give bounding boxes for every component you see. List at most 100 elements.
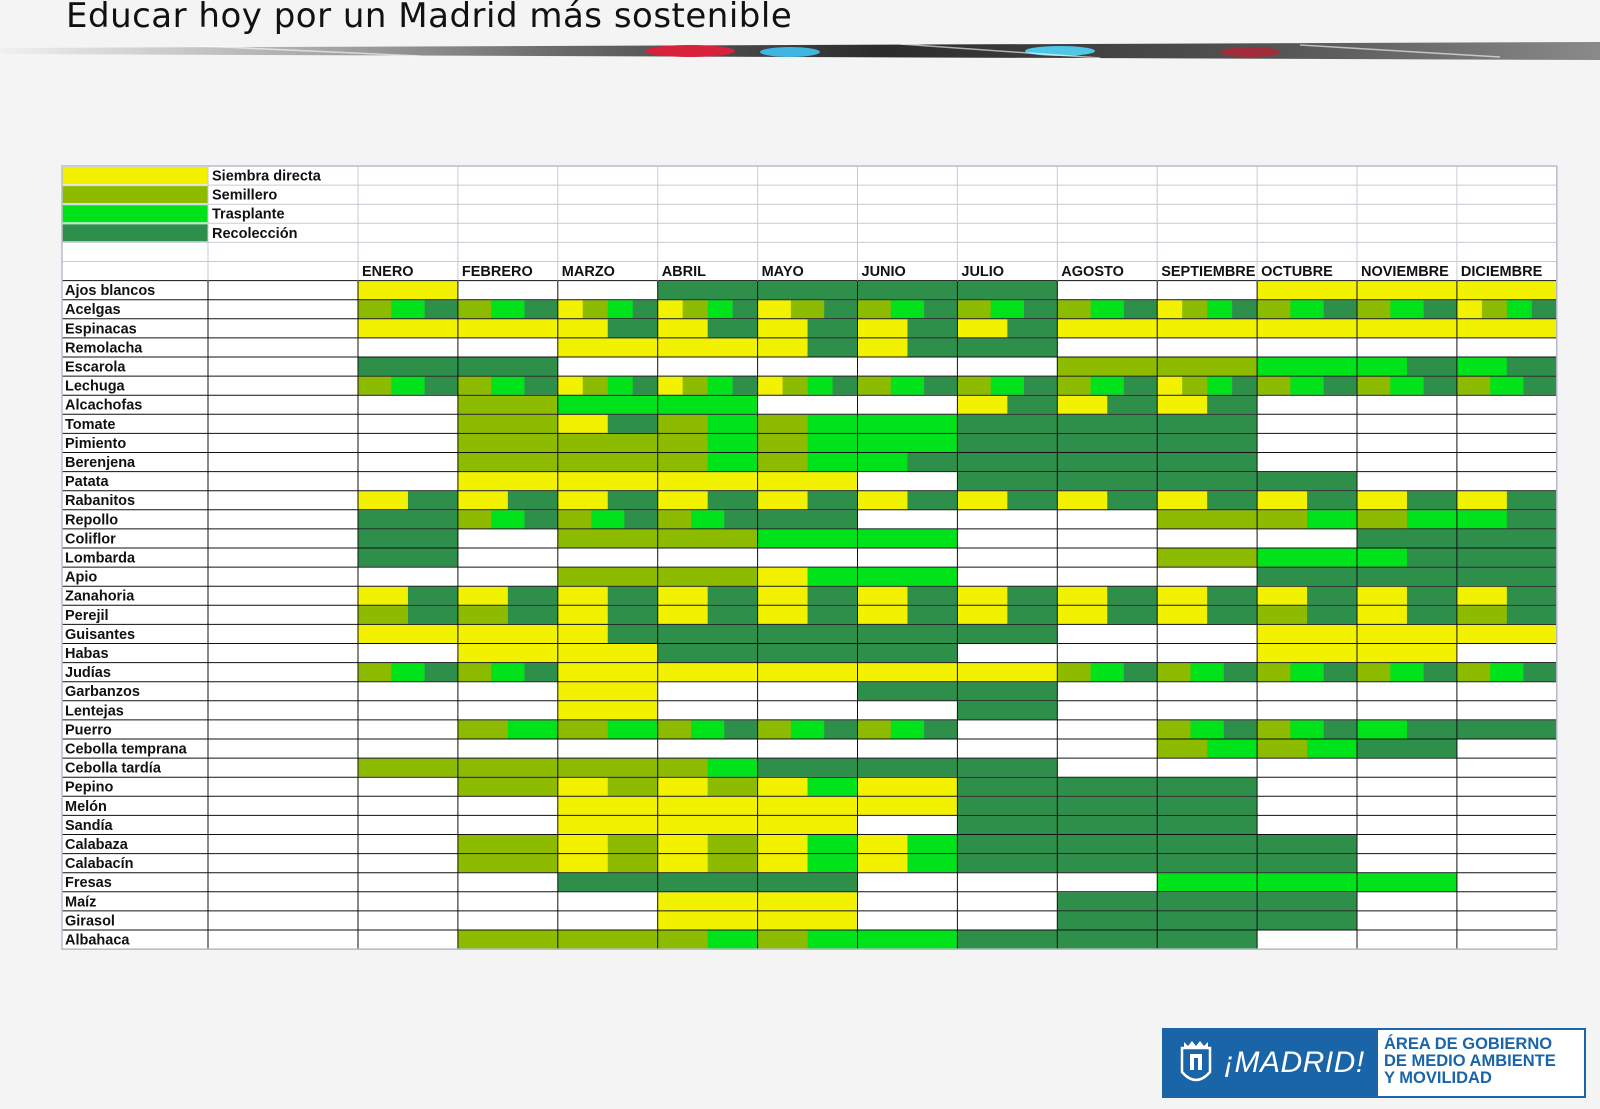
period-cell: [857, 854, 908, 873]
period-cell: [524, 510, 559, 529]
period-cell: [657, 510, 692, 529]
period-cell: [807, 586, 858, 605]
period-cell: [857, 319, 908, 338]
crop-label: Cebolla temprana: [65, 742, 188, 758]
period-cell: [1481, 300, 1508, 319]
period-cell: [407, 605, 459, 624]
crop-label: Maíz: [65, 894, 96, 910]
period-cell: [957, 281, 1058, 300]
period-cell: [1157, 453, 1258, 472]
period-cell: [1207, 739, 1258, 758]
period-cell: [691, 720, 725, 739]
department-line: ÁREA DE GOBIERNO: [1384, 1035, 1553, 1053]
period-cell: [1057, 663, 1091, 682]
period-cell: [807, 777, 858, 796]
period-cell: [757, 472, 858, 491]
period-cell: [1057, 854, 1158, 873]
period-cell: [591, 510, 625, 529]
period-cell: [957, 624, 1058, 643]
period-cell: [1423, 376, 1458, 395]
period-cell: [657, 892, 758, 911]
period-cell: [857, 930, 958, 949]
period-cell: [732, 376, 758, 395]
period-cell: [757, 873, 858, 892]
period-cell: [657, 453, 708, 472]
crop-label: Melón: [65, 799, 107, 815]
period-cell: [707, 491, 758, 510]
period-cell: [1207, 491, 1258, 510]
period-cell: [757, 777, 808, 796]
period-cell: [457, 319, 559, 338]
period-cell: [1207, 605, 1258, 624]
period-cell: [1323, 300, 1358, 319]
period-cell: [1057, 835, 1158, 854]
period-cell: [657, 395, 758, 414]
period-cell: [832, 376, 858, 395]
period-cell: [491, 663, 525, 682]
period-cell: [757, 815, 858, 834]
period-cell: [1123, 663, 1158, 682]
period-cell: [857, 433, 958, 452]
period-cell: [707, 758, 758, 777]
period-cell: [557, 758, 658, 777]
period-cell: [707, 605, 758, 624]
period-cell: [707, 319, 758, 338]
period-cell: [1257, 510, 1308, 529]
period-cell: [391, 300, 425, 319]
period-cell: [657, 644, 758, 663]
period-cell: [607, 491, 658, 510]
period-cell: [1456, 281, 1558, 300]
period-cell: [1406, 357, 1458, 376]
period-cell: [807, 567, 858, 586]
period-cell: [807, 835, 858, 854]
period-cell: [757, 624, 858, 643]
period-cell: [707, 376, 733, 395]
period-cell: [491, 300, 525, 319]
month-header: SEPTIEMBRE: [1161, 264, 1256, 280]
period-cell: [1323, 376, 1358, 395]
period-cell: [607, 854, 658, 873]
period-cell: [657, 815, 758, 834]
crop-label: Coliflor: [65, 531, 116, 547]
period-cell: [657, 930, 708, 949]
period-cell: [557, 815, 658, 834]
crop-label: Garbanzos: [65, 684, 140, 700]
period-cell: [1157, 739, 1208, 758]
period-cell: [807, 414, 858, 433]
period-cell: [607, 319, 658, 338]
period-cell: [1456, 624, 1558, 643]
period-cell: [1057, 777, 1158, 796]
period-cell: [1257, 472, 1358, 491]
period-cell: [957, 395, 1008, 414]
period-cell: [1506, 491, 1558, 510]
period-cell: [557, 624, 609, 643]
period-cell: [1007, 605, 1058, 624]
period-cell: [1090, 663, 1125, 682]
period-cell: [1057, 395, 1108, 414]
period-cell: [557, 701, 658, 720]
period-cell: [657, 873, 758, 892]
period-cell: [1257, 835, 1358, 854]
period-cell: [657, 605, 708, 624]
period-cell: [457, 472, 559, 491]
period-cell: [457, 930, 559, 949]
period-cell: [607, 376, 634, 395]
period-cell: [1257, 644, 1358, 663]
period-cell: [582, 376, 609, 395]
brand-name: ¡MADRID!: [1224, 1046, 1365, 1079]
madrid-logo: ¡MADRID! ÁREA DE GOBIERNO DE MEDIO AMBIE…: [1162, 1028, 1586, 1098]
period-cell: [1257, 663, 1291, 682]
period-cell: [1257, 739, 1308, 758]
period-cell: [407, 586, 459, 605]
period-cell: [407, 491, 459, 510]
period-cell: [657, 663, 758, 682]
period-cell: [1157, 835, 1258, 854]
legend-swatch: [62, 167, 208, 185]
period-cell: [1290, 376, 1324, 395]
period-cell: [857, 644, 958, 663]
period-cell: [1157, 663, 1191, 682]
period-cell: [757, 414, 808, 433]
period-cell: [707, 835, 758, 854]
period-cell: [358, 758, 459, 777]
period-cell: [757, 338, 808, 357]
